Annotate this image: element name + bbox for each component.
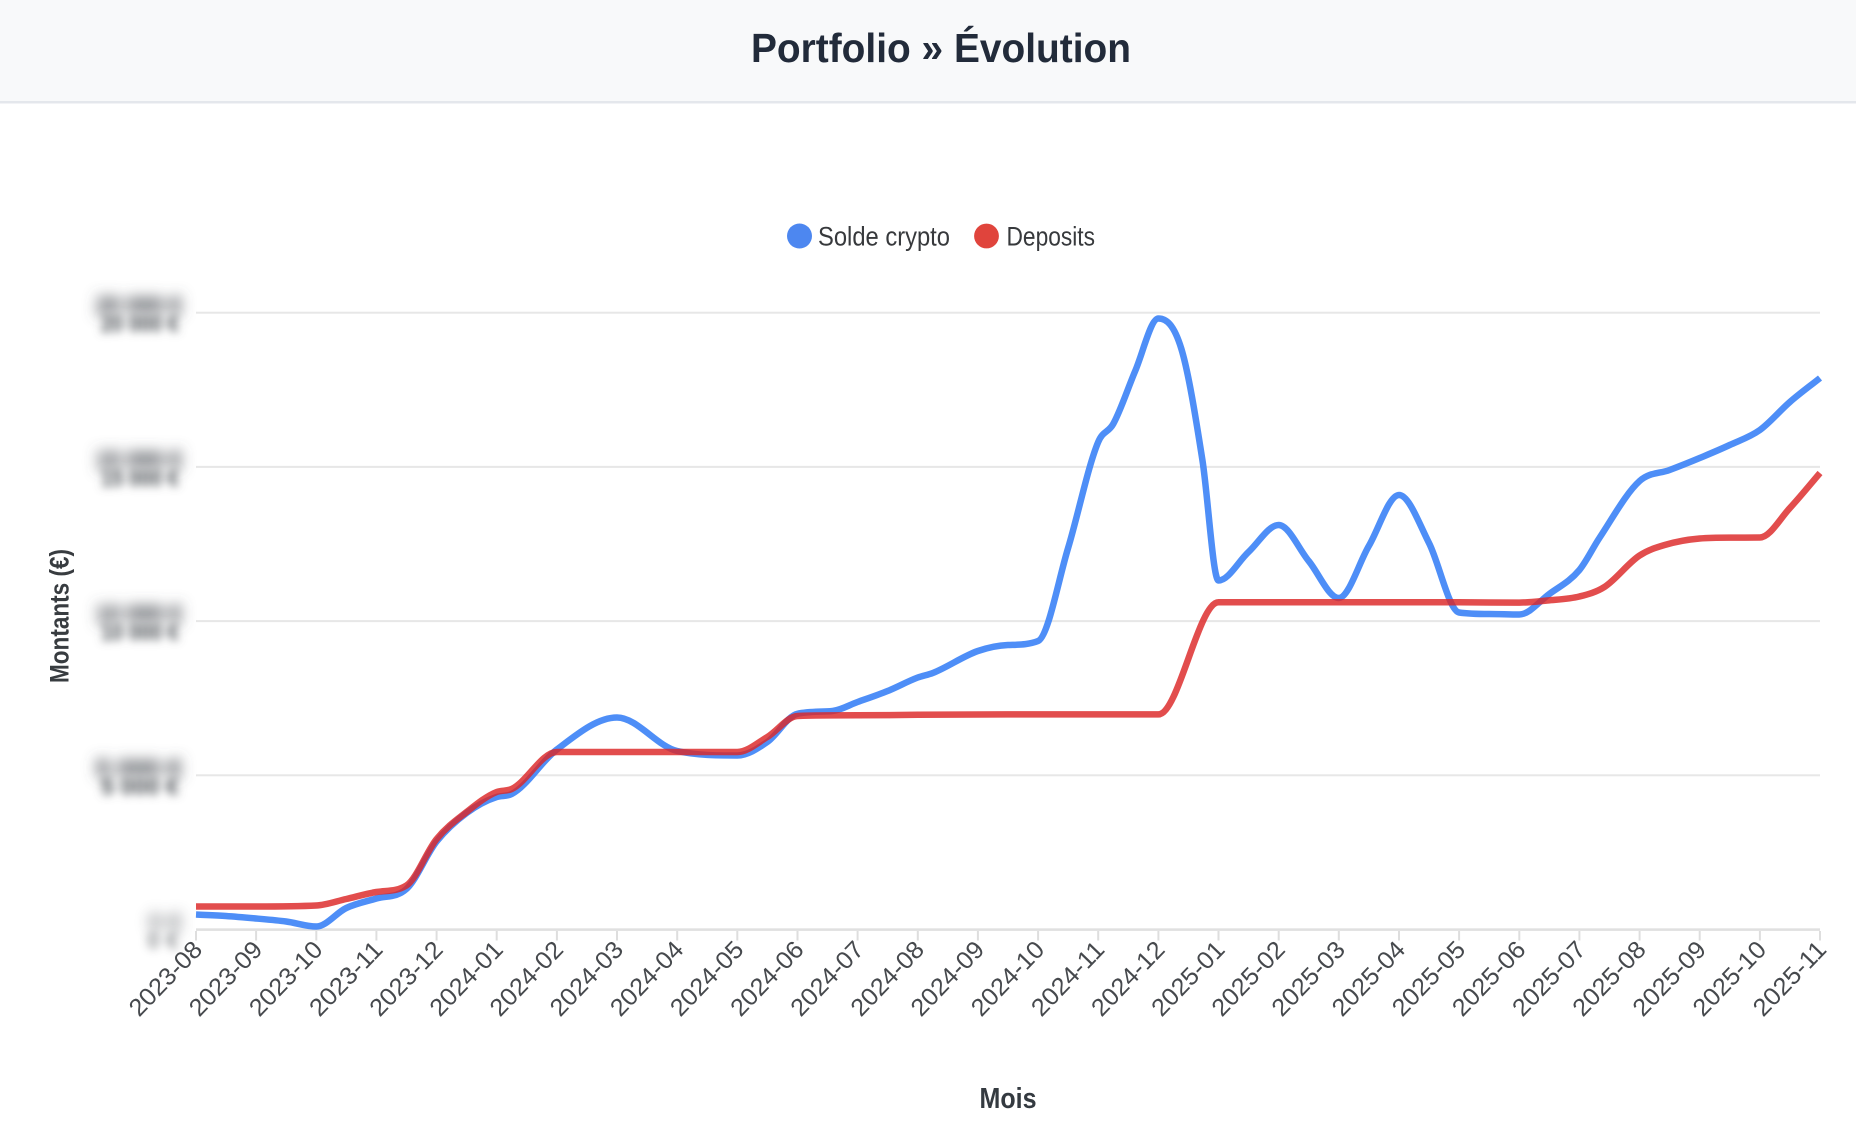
svg-text:20 000 €: 20 000 € bbox=[96, 293, 182, 320]
svg-text:Montants (€): Montants (€) bbox=[45, 549, 75, 683]
svg-text:5 000 €: 5 000 € bbox=[96, 755, 182, 782]
svg-text:15 000 €: 15 000 € bbox=[96, 447, 182, 474]
svg-text:5 000 €: 5 000 € bbox=[101, 773, 179, 799]
svg-text:10 000 €: 10 000 € bbox=[96, 601, 182, 628]
svg-text:15 000 €: 15 000 € bbox=[101, 465, 179, 491]
svg-text:0 €: 0 € bbox=[147, 928, 179, 954]
svg-text:Deposits: Deposits bbox=[1007, 222, 1096, 252]
svg-text:10 000 €: 10 000 € bbox=[101, 619, 179, 645]
svg-text:Mois: Mois bbox=[980, 1083, 1037, 1115]
svg-text:20 000 €: 20 000 € bbox=[101, 311, 179, 337]
svg-text:Portfolio » Évolution: Portfolio » Évolution bbox=[751, 25, 1131, 71]
svg-text:0 €: 0 € bbox=[149, 910, 182, 937]
svg-text:Solde crypto: Solde crypto bbox=[818, 222, 950, 252]
